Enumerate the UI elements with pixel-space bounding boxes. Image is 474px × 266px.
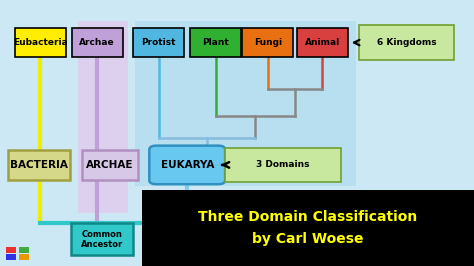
FancyBboxPatch shape [78, 21, 128, 213]
FancyBboxPatch shape [359, 25, 454, 60]
FancyBboxPatch shape [190, 28, 241, 57]
FancyBboxPatch shape [6, 247, 16, 253]
Text: www.biologyexams4u.com: www.biologyexams4u.com [240, 191, 329, 197]
FancyBboxPatch shape [225, 148, 341, 182]
FancyBboxPatch shape [82, 149, 138, 180]
Text: Animal: Animal [305, 38, 340, 47]
FancyBboxPatch shape [149, 146, 225, 184]
FancyBboxPatch shape [297, 28, 348, 57]
Text: Eubacteria: Eubacteria [13, 38, 68, 47]
Text: BACTERIA: BACTERIA [10, 160, 68, 170]
Text: Three Domain Classification
by Carl Woese: Three Domain Classification by Carl Woes… [199, 210, 418, 246]
FancyBboxPatch shape [133, 28, 184, 57]
FancyBboxPatch shape [6, 254, 16, 260]
Text: Fungi: Fungi [254, 38, 282, 47]
Text: Protist: Protist [142, 38, 176, 47]
FancyBboxPatch shape [8, 149, 70, 180]
Text: 6 Kingdoms: 6 Kingdoms [377, 38, 437, 47]
Text: 3 Domains: 3 Domains [256, 160, 310, 169]
FancyBboxPatch shape [71, 223, 133, 255]
Text: EUKARYA: EUKARYA [161, 160, 214, 170]
FancyBboxPatch shape [19, 254, 29, 260]
Text: Plant: Plant [202, 38, 229, 47]
FancyBboxPatch shape [135, 21, 356, 186]
FancyBboxPatch shape [72, 28, 123, 57]
Text: Archae: Archae [79, 38, 115, 47]
FancyBboxPatch shape [15, 28, 66, 57]
FancyBboxPatch shape [142, 190, 474, 266]
FancyBboxPatch shape [19, 247, 29, 253]
Text: ARCHAE: ARCHAE [86, 160, 134, 170]
FancyBboxPatch shape [242, 28, 293, 57]
Text: Common
Ancestor: Common Ancestor [81, 230, 123, 249]
